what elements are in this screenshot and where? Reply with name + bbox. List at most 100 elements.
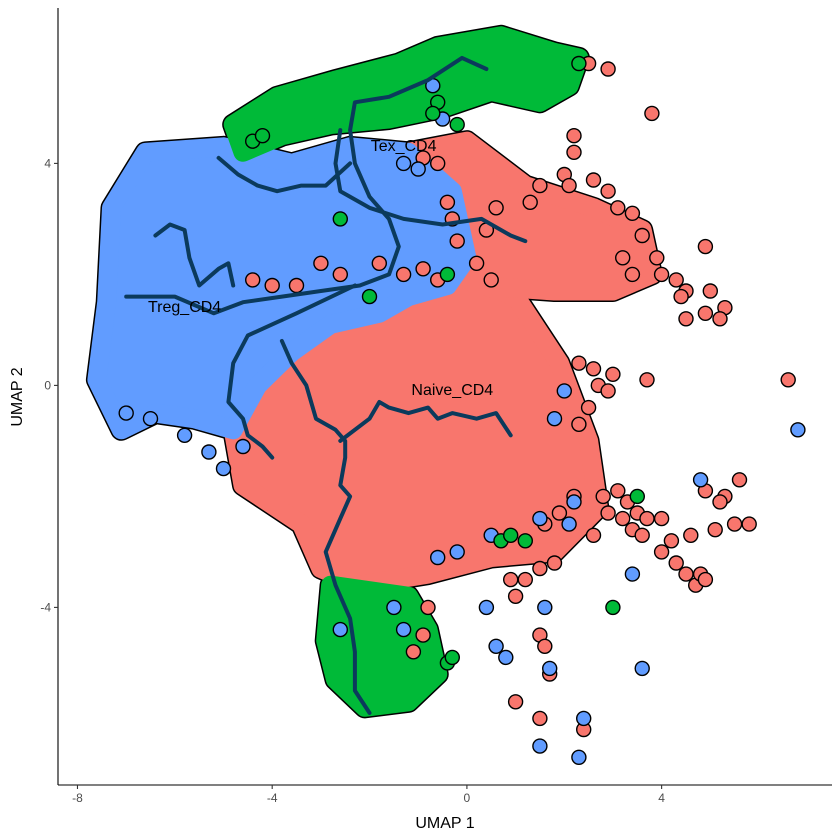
treg-cd4-point — [498, 649, 514, 666]
naive-cd4-point — [371, 255, 387, 271]
naive-cd4-point — [678, 311, 694, 327]
naive-cd4-point — [313, 255, 329, 271]
naive-cd4-point — [639, 372, 655, 388]
treg-cd4-point — [692, 472, 709, 488]
tex-cd4-point — [361, 288, 378, 305]
naive-cd4-point — [615, 510, 631, 527]
naive-cd4-point — [624, 205, 641, 222]
trajectory-segment — [153, 222, 236, 288]
tex-cd4-point — [332, 211, 348, 227]
cluster-points — [118, 55, 806, 765]
naive-cd4-point — [585, 527, 602, 543]
naive-cd4-point — [712, 311, 728, 327]
naive-cd4-point — [580, 399, 597, 416]
x-axis-ticks: -8 -4 0 4 — [72, 785, 665, 805]
naive-cd4-point — [244, 272, 261, 288]
treg-cd4-point — [449, 544, 465, 560]
treg-cd4-point — [546, 411, 563, 427]
naive-cd4-point — [683, 527, 699, 543]
naive-cd4-point — [405, 644, 422, 660]
naive-cd4-point — [707, 522, 723, 538]
naive-cd4-point — [507, 588, 524, 604]
naive-cd4-point — [780, 372, 796, 388]
treg-cd4-point — [430, 549, 446, 566]
tex-cd4-point — [503, 527, 519, 543]
treg-cd4-core-region — [87, 137, 477, 440]
naive-cd4-point — [566, 144, 582, 161]
naive-cd4-point — [624, 266, 641, 283]
naive-cd4-point — [697, 571, 714, 588]
naive-cd4-point — [634, 227, 650, 244]
naive-cd4-point — [653, 544, 670, 560]
treg-cd4-point — [395, 621, 412, 638]
treg-cd4-point — [488, 638, 504, 654]
naive-cd4-point — [449, 233, 465, 249]
treg-cd4-point — [556, 383, 572, 399]
x-tick-label: -4 — [267, 791, 278, 805]
tex-cd4-point — [605, 599, 621, 616]
naive-cd4-point — [600, 61, 616, 77]
naive-cd4-point — [653, 266, 670, 283]
naive-cd4-point — [532, 177, 548, 194]
x-tick-label: 0 — [464, 791, 471, 805]
treg-cd4-point — [566, 494, 582, 510]
treg-cd4-point — [576, 710, 592, 727]
naive-cd4-point — [605, 366, 621, 382]
tex-cd4-point — [629, 488, 645, 505]
naive-cd4-point — [571, 416, 587, 432]
tex-cd4-point — [571, 55, 587, 72]
naive-cd4-point — [430, 155, 446, 172]
y-axis-title: UMAP 2 — [9, 367, 26, 426]
treg-cd4-point — [532, 738, 548, 754]
naive-cd4-point — [522, 194, 538, 211]
naive-cd4-point — [600, 383, 616, 399]
tex-cd4-point — [449, 116, 465, 133]
treg-cd4-point — [571, 749, 587, 765]
treg-cd4-point — [235, 438, 251, 455]
treg-cd4-point — [532, 510, 548, 527]
treg-cd4-point — [624, 566, 641, 582]
naive-cd4-point — [595, 488, 611, 505]
treg-cd4-point — [561, 516, 577, 532]
tex-cd4-point — [254, 127, 271, 144]
cluster-labels: Naive_CD4 Treg_CD4 Tex_CD4 — [148, 138, 493, 399]
tex-cd4-core-region — [223, 26, 589, 162]
x-tick-label: 4 — [658, 791, 665, 805]
treg-cd4-point — [410, 161, 426, 177]
trajectory-segment — [216, 155, 353, 194]
treg-cd4-point — [386, 599, 402, 616]
treg-cd4-point — [634, 660, 650, 677]
y-tick-label: 4 — [44, 156, 51, 170]
tex-cd4-point — [439, 266, 456, 283]
treg-cd4-point — [118, 405, 134, 421]
naive-cd4-point — [600, 505, 616, 521]
naive-cd4-point — [546, 555, 563, 571]
treg-cd4-point — [332, 621, 348, 638]
tex-cd4-point — [517, 533, 533, 549]
trajectory-segment — [338, 400, 513, 443]
naive-cd4-point — [712, 494, 728, 510]
naive-cd4-point — [503, 571, 519, 588]
naive-cd4-point — [264, 277, 280, 294]
treg-cd4-point — [215, 460, 232, 477]
trajectory-lines — [124, 55, 528, 715]
naive-cd4-point — [532, 560, 548, 577]
naive-cd4-point — [678, 566, 694, 582]
naive-cd4-point — [663, 533, 680, 549]
naive-cd4-point — [483, 272, 499, 288]
naive-cd4-point — [702, 283, 718, 299]
naive-cd4-point — [673, 288, 689, 305]
naive-cd4-point — [610, 200, 626, 216]
y-axis-ticks: -4 0 4 — [40, 156, 58, 614]
naive-cd4-point — [439, 194, 456, 211]
naive-cd4-point — [726, 516, 743, 532]
treg-cd4-point — [542, 660, 558, 677]
naive-cd4-point — [561, 177, 577, 194]
naive-cd4-point — [634, 527, 650, 543]
trajectory-segment — [226, 283, 357, 460]
treg-cd4-point — [790, 422, 806, 438]
treg-cd4-point — [176, 427, 193, 443]
tex-cd4-point — [444, 649, 460, 666]
naive-cd4-point — [415, 627, 431, 643]
